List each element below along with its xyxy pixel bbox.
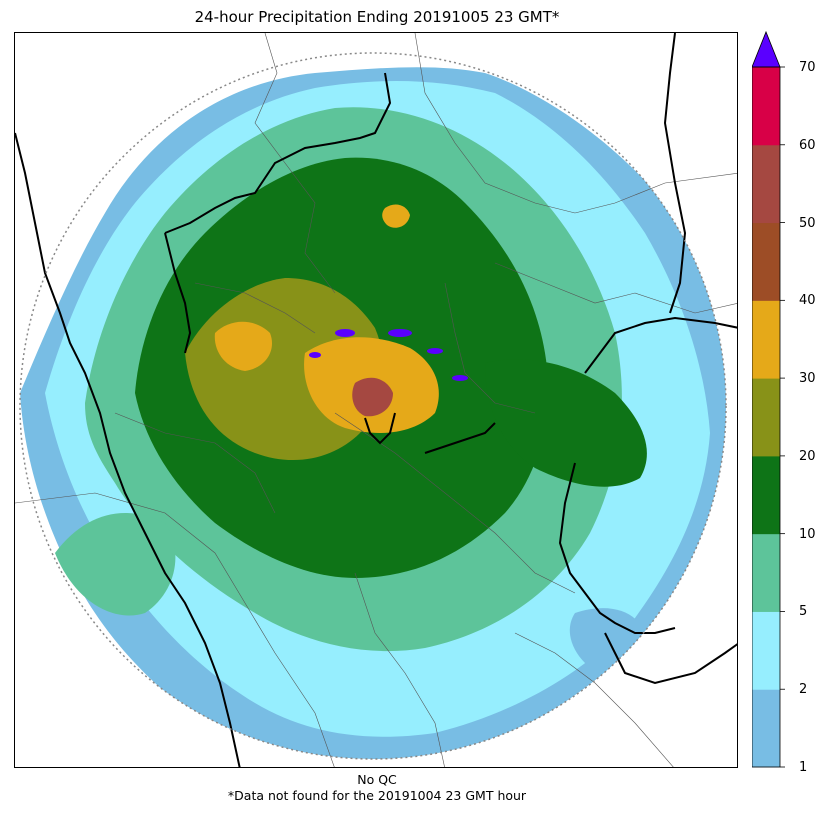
colorbar-tick-label: 30 xyxy=(799,371,816,387)
colorbar-tick-label: 70 xyxy=(799,60,816,75)
colorbar-tick-label: 40 xyxy=(799,293,816,309)
colorbar-band-2 xyxy=(752,611,780,690)
colorbar-tick-label: 20 xyxy=(799,448,816,464)
qc-note: No QC xyxy=(357,772,397,787)
colorbar-tick-label: 50 xyxy=(799,215,816,231)
colorbar-tick-label: 2 xyxy=(799,682,808,698)
colorbar-band-20 xyxy=(752,378,780,457)
colorbar-band-10 xyxy=(752,455,780,535)
colorbar-bands xyxy=(752,67,780,768)
state-borders xyxy=(15,33,737,767)
map-title: 24-hour Precipitation Ending 20191005 23… xyxy=(194,8,560,26)
colorbar-band-5 xyxy=(752,533,780,612)
district-borders xyxy=(15,33,737,767)
colorbar-tick-label: 5 xyxy=(799,604,808,620)
range-ring xyxy=(19,52,727,760)
colorbar-band-60 xyxy=(752,67,780,146)
precipitation-field xyxy=(15,33,737,767)
colorbar-outline xyxy=(752,66,781,768)
radar-map xyxy=(14,32,738,768)
colorbar-band-50 xyxy=(752,144,780,224)
colorbar-extend-triangle xyxy=(752,30,781,68)
colorbar-tick-label: 60 xyxy=(799,137,816,153)
colorbar-tick-label: 10 xyxy=(799,526,816,542)
colorbar-ticks xyxy=(780,66,785,768)
missing-data-note: *Data not found for the 20191004 23 GMT … xyxy=(227,788,527,803)
colorbar-band-1 xyxy=(752,689,780,768)
colorbar-tick-label: 1 xyxy=(799,760,808,775)
colorbar-band-30 xyxy=(752,300,780,379)
rain-layer xyxy=(20,67,726,759)
colorbar xyxy=(752,30,785,768)
colorbar-band-40 xyxy=(752,222,780,301)
